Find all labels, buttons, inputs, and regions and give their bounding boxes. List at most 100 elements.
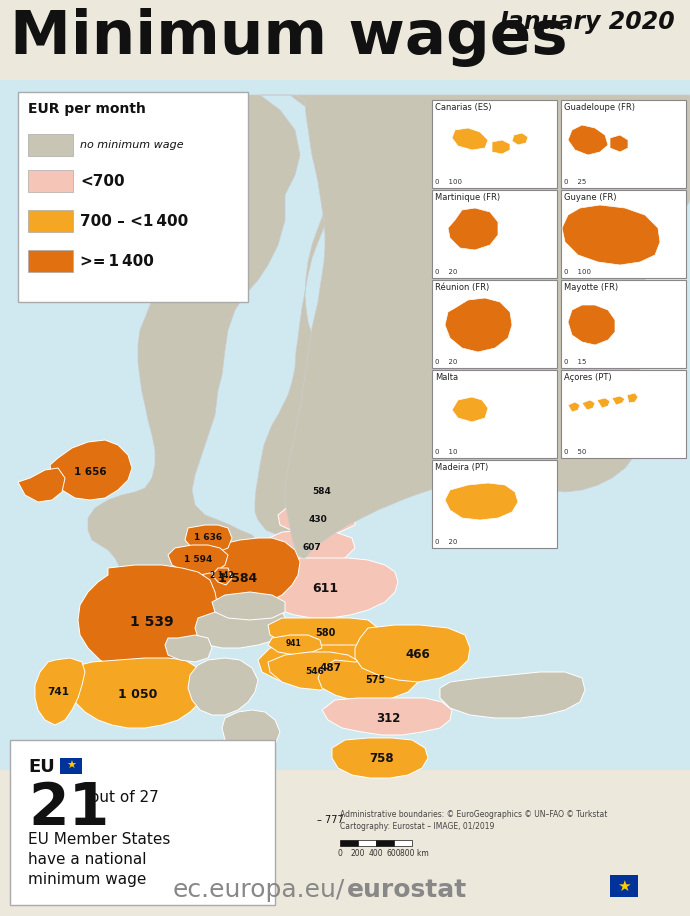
Text: Guadeloupe (FR): Guadeloupe (FR) [564,103,635,112]
Bar [432,190,557,278]
Polygon shape [265,530,355,562]
Text: Martinique (FR): Martinique (FR) [435,193,500,202]
Text: 800 km: 800 km [400,849,428,858]
Polygon shape [292,478,350,508]
Text: 700 – <1 400: 700 – <1 400 [80,213,188,228]
Bar [561,190,686,278]
Bar [0,80,690,770]
Text: 466: 466 [406,649,431,661]
Polygon shape [255,95,340,538]
Text: 777: 777 [460,406,480,415]
Text: 0    20: 0 20 [435,359,457,365]
Text: 0: 0 [337,849,342,858]
Text: minimum wage: minimum wage [28,872,146,887]
Polygon shape [597,398,610,408]
Polygon shape [165,635,212,662]
Text: 21: 21 [28,780,109,837]
Bar [10,740,275,905]
Text: 400: 400 [368,849,384,858]
Text: eurostat: eurostat [347,878,467,902]
Text: 0    25: 0 25 [564,179,586,185]
Polygon shape [448,208,498,250]
Polygon shape [195,608,288,648]
Text: 200: 200 [351,849,365,858]
Text: have a national: have a national [28,852,146,867]
Polygon shape [268,652,362,690]
Text: 1 656: 1 656 [74,467,106,477]
Bar [432,370,557,458]
Text: EU: EU [28,758,55,776]
Bar [28,170,73,192]
Text: 312: 312 [376,712,400,725]
Polygon shape [268,635,322,655]
Text: 0    100: 0 100 [435,179,462,185]
Text: 0    20: 0 20 [435,539,457,545]
Text: out of 27: out of 27 [90,790,159,805]
Text: 1 594: 1 594 [184,555,213,564]
Text: Malta: Malta [435,373,458,382]
Bar [561,370,686,458]
Polygon shape [332,738,428,778]
Polygon shape [268,618,378,650]
Text: EUR per month: EUR per month [28,102,146,116]
Polygon shape [452,128,488,150]
Text: 941: 941 [286,638,302,648]
Text: Minimum wages: Minimum wages [10,8,568,67]
Bar [561,100,686,188]
Polygon shape [318,658,420,702]
Polygon shape [568,305,615,345]
Polygon shape [568,125,608,155]
Text: 0    100: 0 100 [564,269,591,275]
Polygon shape [212,592,285,620]
Text: 1 050: 1 050 [118,689,158,702]
Polygon shape [78,565,218,672]
Polygon shape [440,672,585,718]
Text: 580: 580 [315,628,335,638]
Text: Cartography: Eurostat – IMAGE, 01/2019: Cartography: Eurostat – IMAGE, 01/2019 [340,822,494,831]
Polygon shape [278,505,355,535]
Polygon shape [452,397,488,422]
Polygon shape [258,645,400,688]
Text: 0    15: 0 15 [564,359,586,365]
Polygon shape [322,698,452,735]
Polygon shape [445,298,512,352]
Text: Guyane (FR): Guyane (FR) [564,193,616,202]
Bar [394,840,412,846]
Text: Administrative boundaries: © EuroGeographics © UN–FAO © Turkstat: Administrative boundaries: © EuroGeograp… [340,810,607,819]
Text: Canarias (ES): Canarias (ES) [435,103,491,112]
Polygon shape [355,625,470,682]
Bar [340,840,358,846]
Text: ec.europa.eu/: ec.europa.eu/ [172,878,345,902]
Polygon shape [188,658,258,715]
Text: >= 1 400: >= 1 400 [80,254,154,268]
Bar [376,840,394,846]
Bar [18,92,248,302]
Polygon shape [445,483,518,520]
Polygon shape [612,396,625,405]
Polygon shape [0,80,690,770]
Bar [28,250,73,272]
Polygon shape [172,538,300,612]
Text: ★: ★ [66,761,76,771]
Text: 430: 430 [308,516,327,525]
Polygon shape [168,545,228,575]
Text: 611: 611 [312,582,338,594]
Polygon shape [562,205,660,265]
Polygon shape [35,658,85,725]
Bar [60,758,82,774]
Text: 487: 487 [319,663,341,673]
Polygon shape [610,135,628,152]
Bar [432,280,557,368]
Bar [610,875,638,897]
Bar [28,210,73,232]
Text: Réunion (FR): Réunion (FR) [435,283,489,292]
Polygon shape [18,468,65,502]
Text: 1 636: 1 636 [194,532,222,541]
Text: EU Member States: EU Member States [28,832,170,847]
Text: 741: 741 [47,687,69,697]
Polygon shape [285,95,690,558]
Polygon shape [627,393,638,403]
Polygon shape [582,400,595,410]
Bar [561,280,686,368]
Text: 575: 575 [365,675,385,685]
